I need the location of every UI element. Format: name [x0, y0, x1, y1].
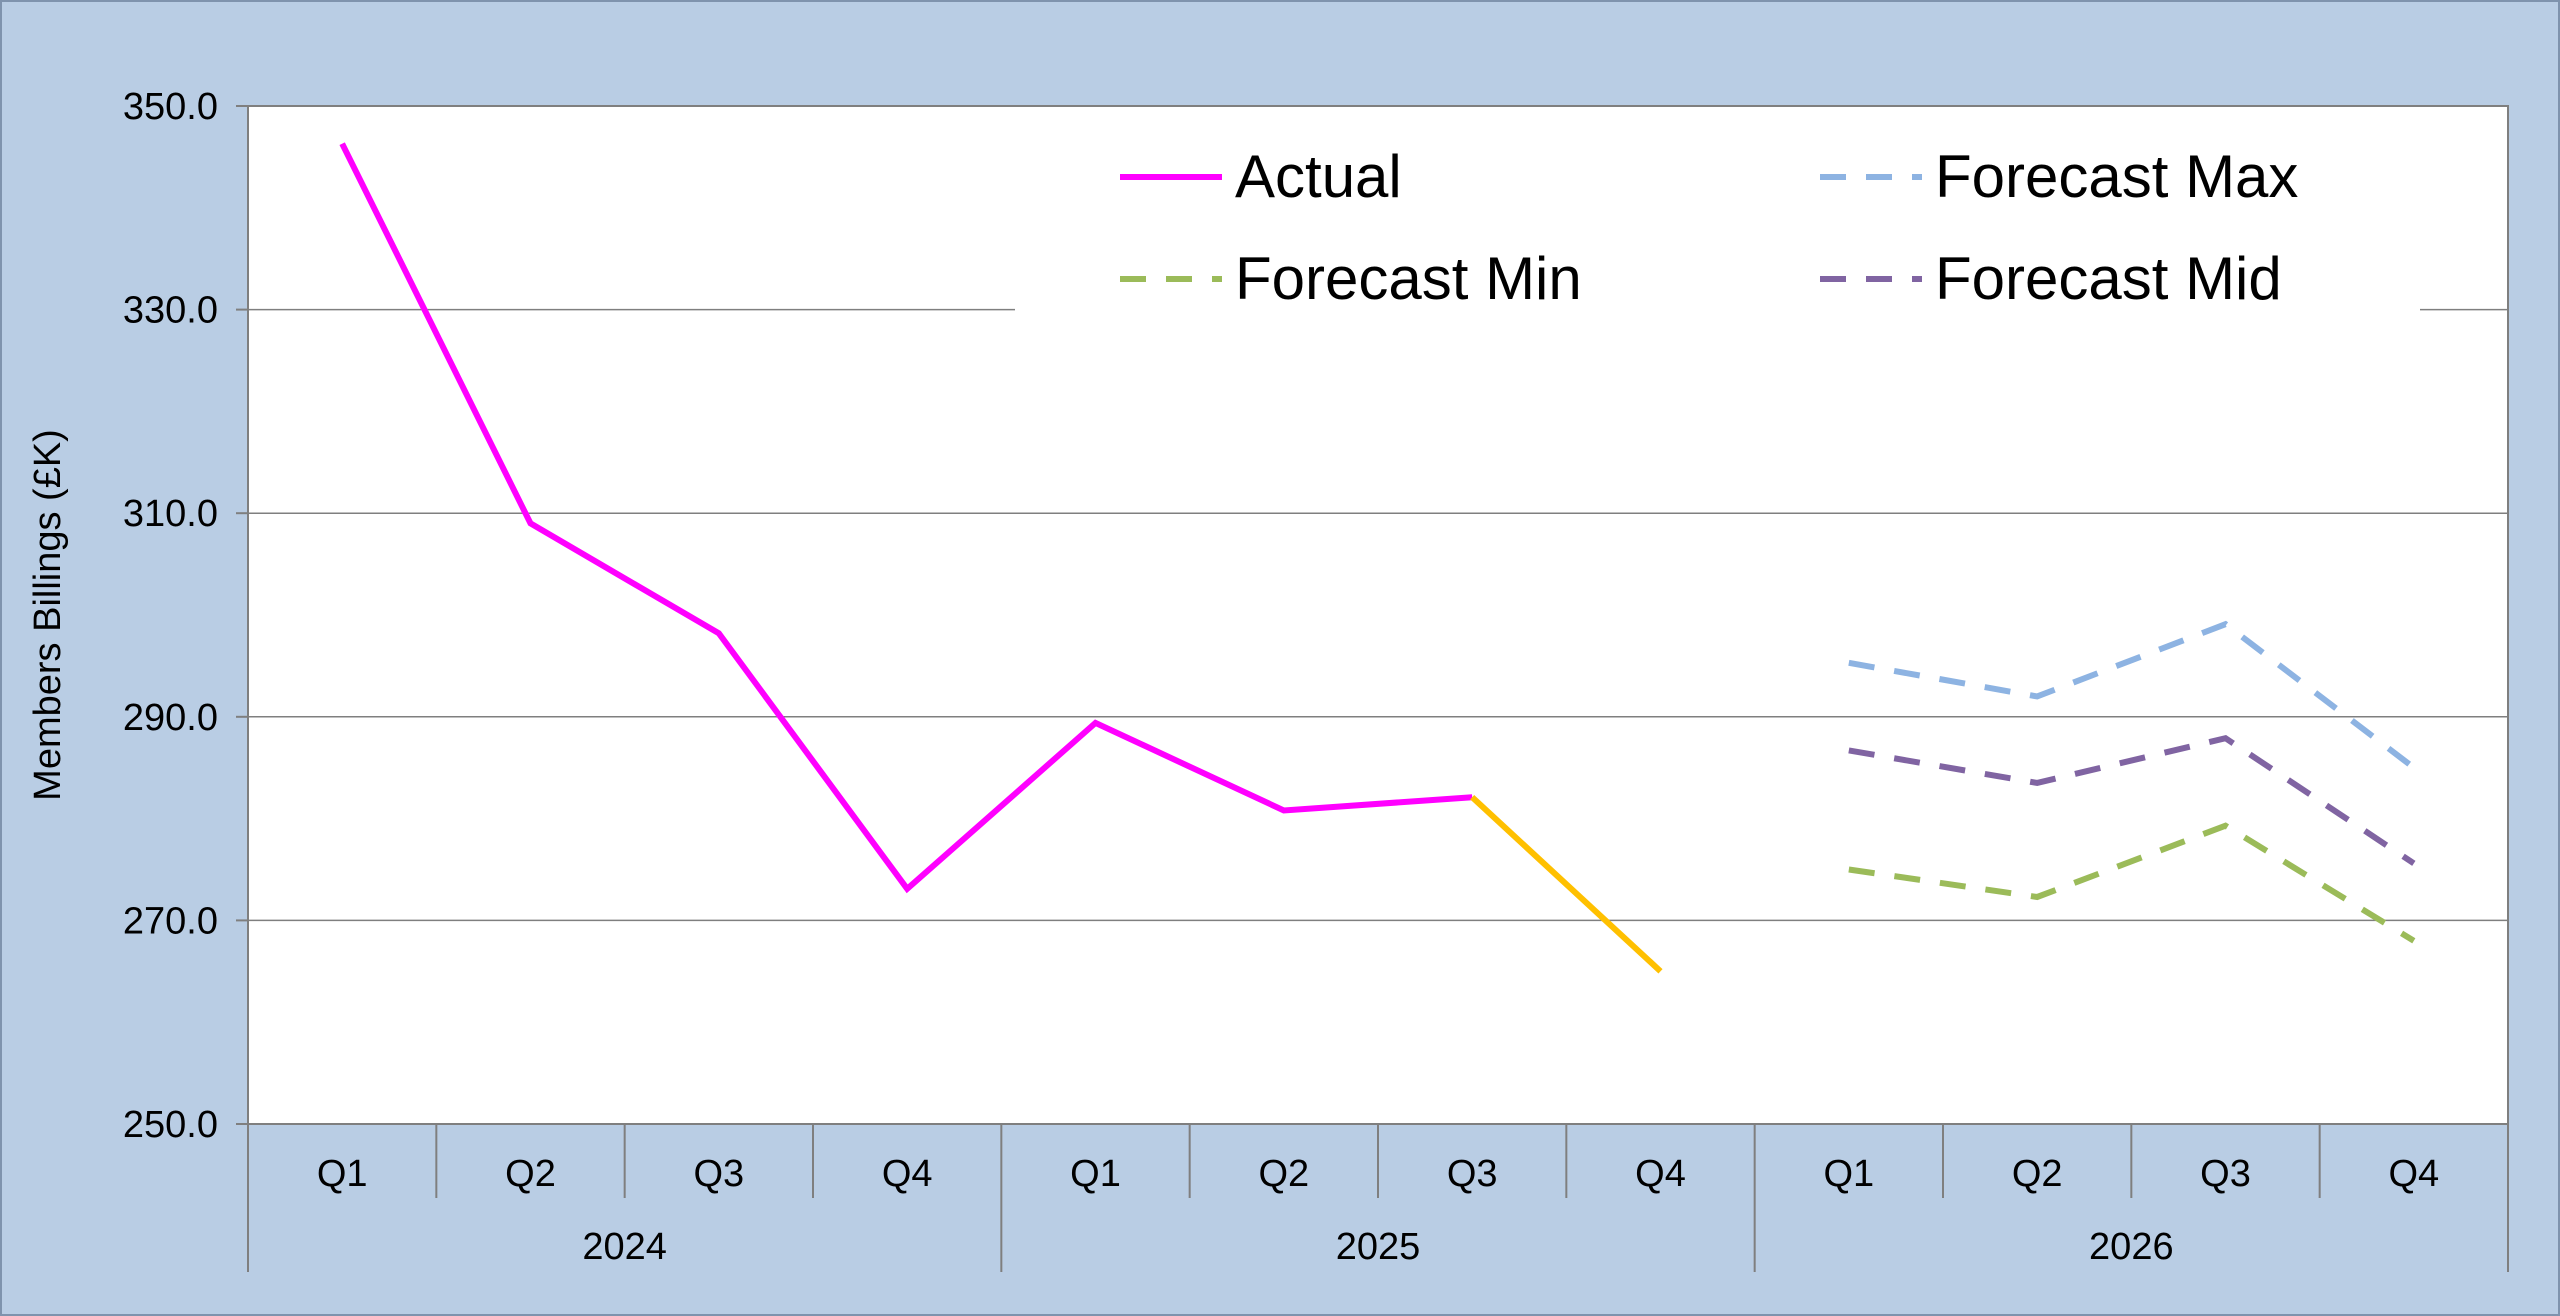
y-axis-title: Members Billings (£K) [27, 429, 69, 801]
y-tick-label: 270.0 [123, 900, 218, 942]
legend-label: Forecast Max [1935, 143, 2298, 210]
x-tick-label: Q3 [693, 1153, 744, 1195]
y-axis: 250.0 270.0 290.0 310.0 330.0 350.0 [123, 86, 248, 1146]
series-line-forecast-max [1848, 620, 2416, 771]
legend-label: Forecast Mid [1935, 245, 2282, 312]
legend-label: Forecast Min [1235, 245, 1582, 312]
year-label: 2025 [1336, 1226, 1421, 1268]
x-axis: Q1 Q2 Q3 Q4 Q1 Q2 Q3 Q4 Q1 Q2 Q3 Q4 2024 2025 2026 [247, 1124, 2509, 1272]
series-line-projection [1470, 795, 1663, 974]
series-line-forecast-mid [1848, 734, 2416, 866]
y-tick-label: 330.0 [123, 290, 218, 332]
x-tick-label: Q4 [882, 1153, 933, 1195]
series-line-actual [339, 142, 1473, 894]
legend-label: Actual [1235, 143, 1402, 210]
series-lines [339, 142, 2416, 974]
x-tick-label: Q1 [1823, 1153, 1874, 1195]
x-tick-label: Q1 [1070, 1153, 1121, 1195]
x-tick-label: Q3 [2200, 1153, 2251, 1195]
y-tick-label: 310.0 [123, 493, 218, 535]
year-label: 2024 [582, 1226, 667, 1268]
legend: Actual Forecast Max Forecast Min Forecast M… [1120, 143, 2298, 312]
legend-box [1015, 126, 2420, 326]
y-tick-label: 250.0 [123, 1104, 218, 1146]
x-tick-label: Q1 [317, 1153, 368, 1195]
year-label: 2026 [2089, 1226, 2174, 1268]
x-tick-label: Q2 [2012, 1153, 2063, 1195]
y-tick-label: 290.0 [123, 697, 218, 739]
x-tick-label: Q2 [505, 1153, 556, 1195]
x-tick-label: Q3 [1447, 1153, 1498, 1195]
x-tick-label: Q4 [2388, 1153, 2439, 1195]
x-tick-label: Q4 [1635, 1153, 1686, 1195]
y-tick-label: 350.0 [123, 86, 218, 128]
x-tick-label: Q2 [1258, 1153, 1309, 1195]
series-line-forecast-min [1848, 822, 2416, 944]
